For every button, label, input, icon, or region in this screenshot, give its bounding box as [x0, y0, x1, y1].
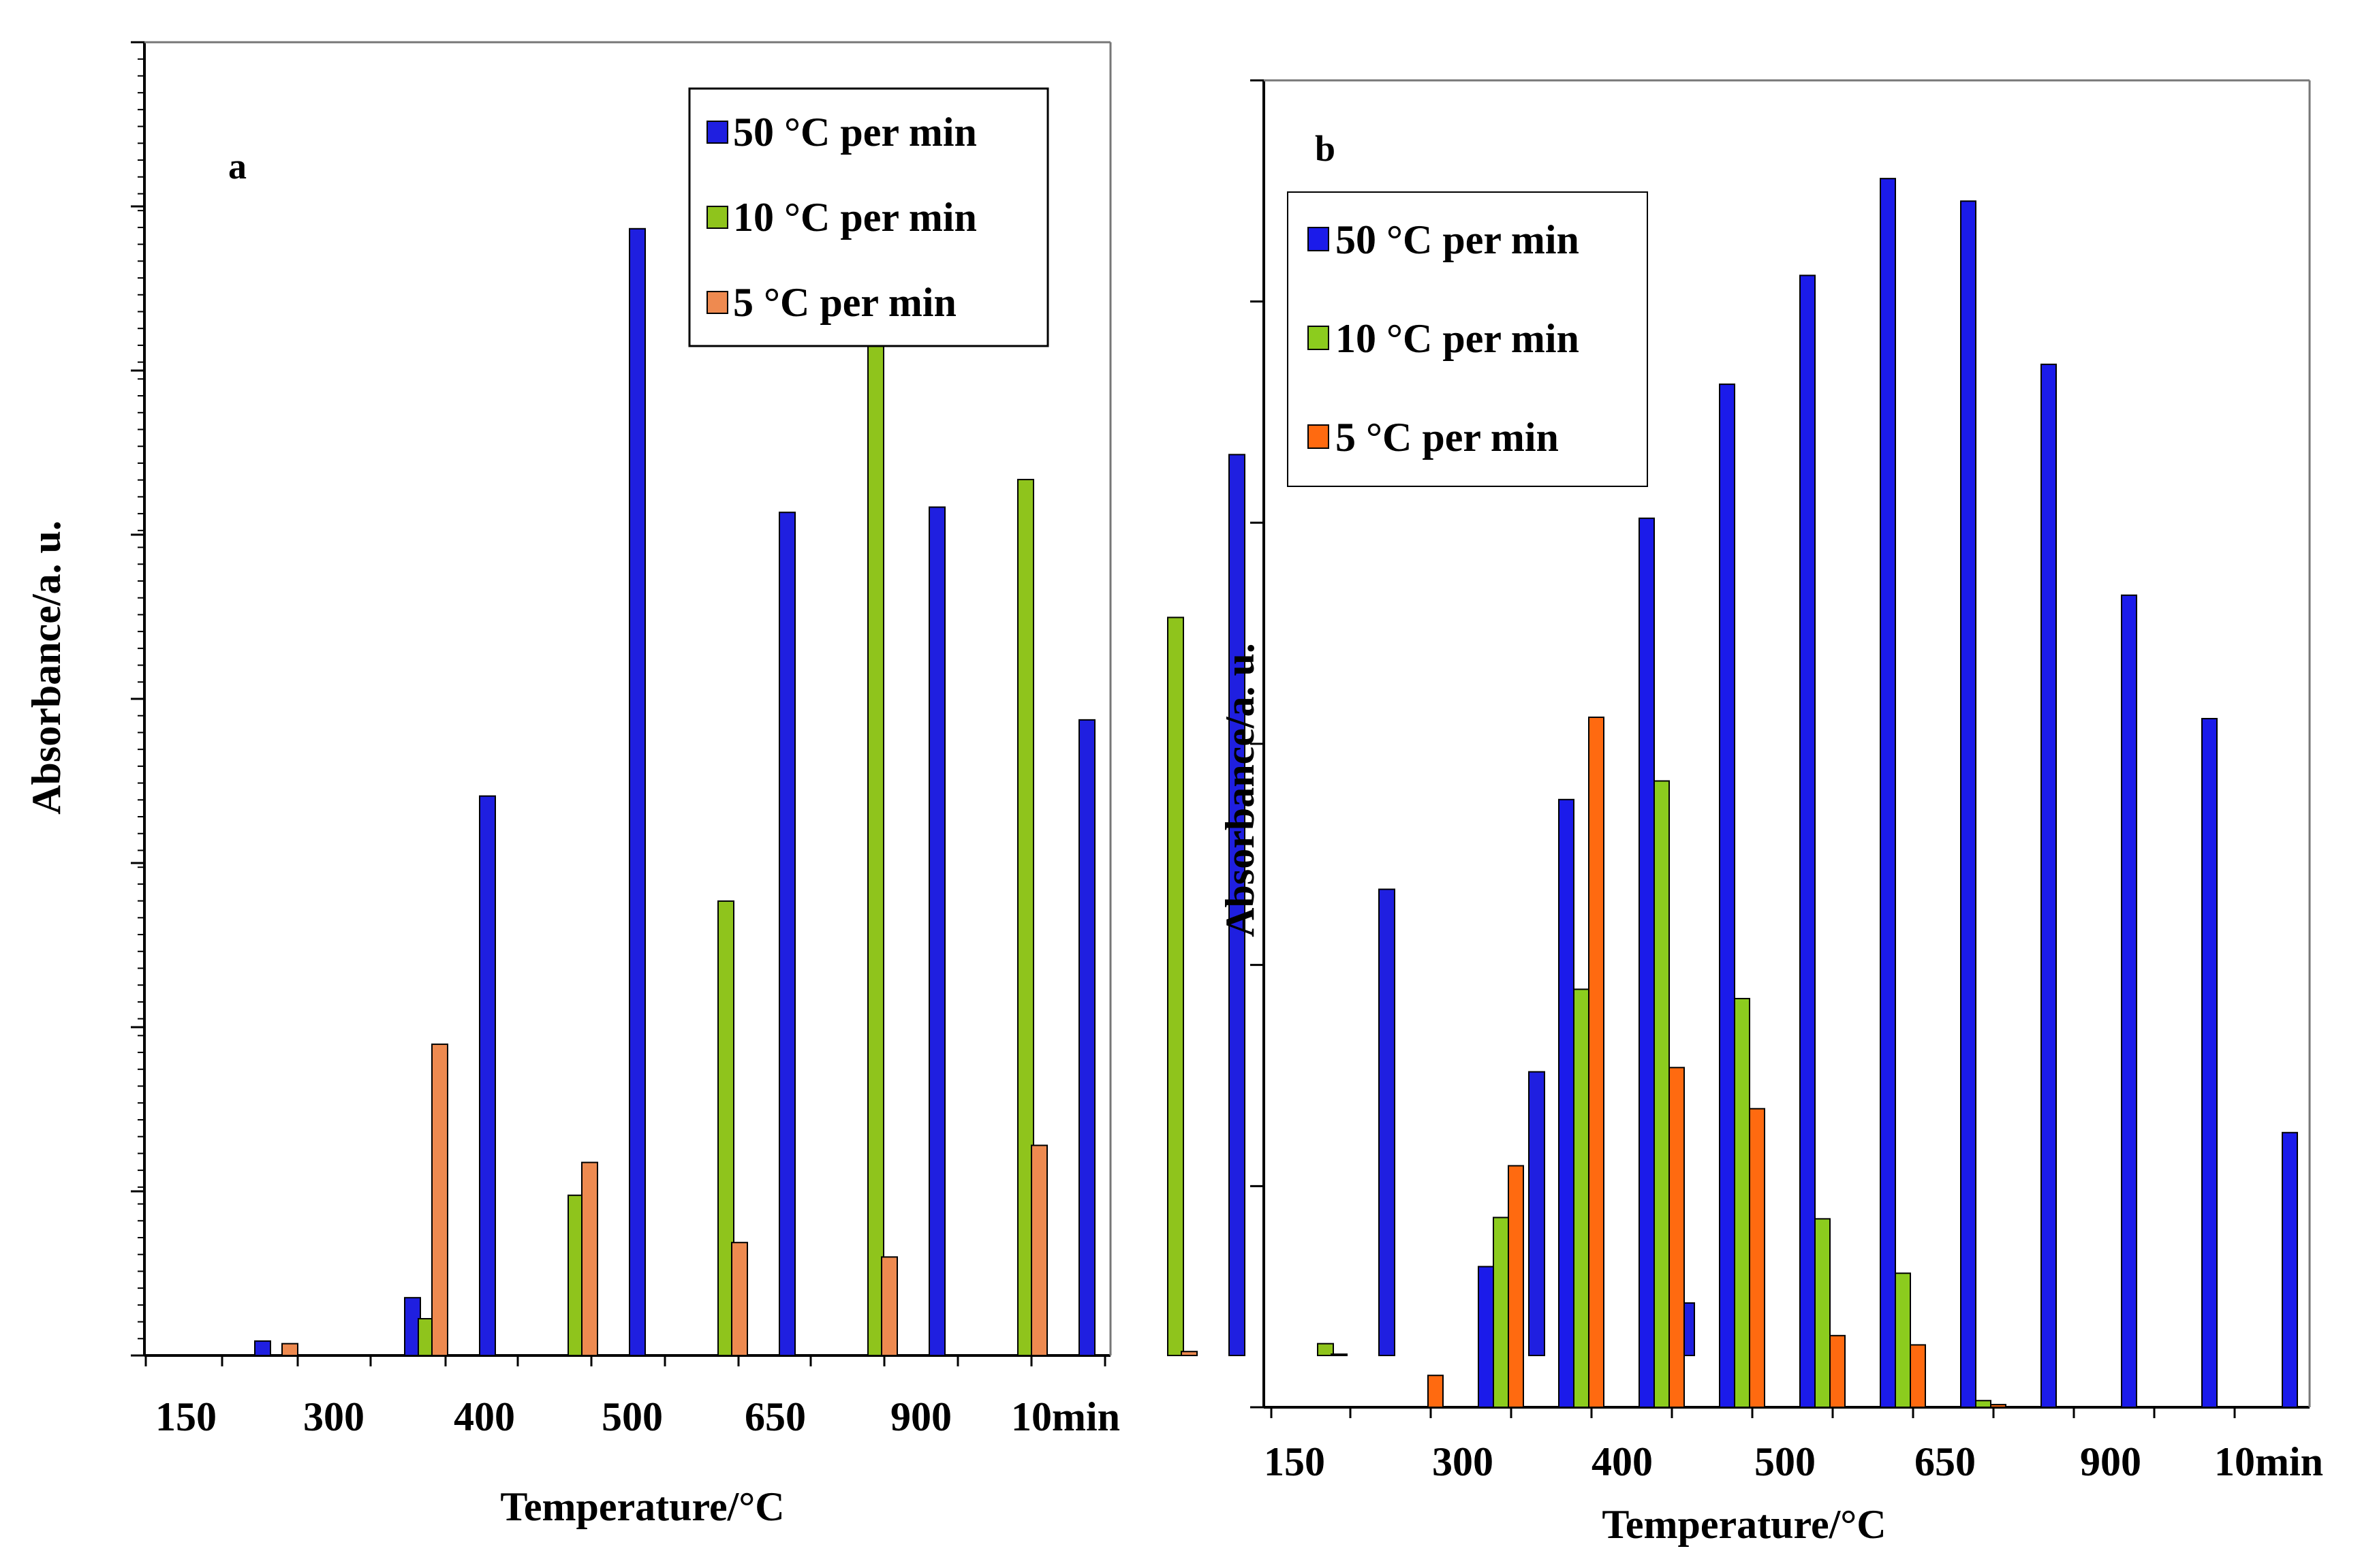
panel-b-bar-50-7 — [1880, 178, 1896, 1409]
panel-b-bar-5-4 — [1668, 1067, 1685, 1408]
panel-a-bar-5-11 — [1031, 1144, 1048, 1357]
panel-b-x-tick-label: 650 — [1914, 1439, 1976, 1484]
panel-a-legend-box — [688, 87, 1049, 347]
panel-b-bar-50-6 — [1799, 275, 1816, 1409]
panel-a-bar-50-8 — [779, 512, 796, 1356]
panel-b-bar-50-3 — [1558, 798, 1574, 1409]
panel-b-x-tick-label: 150 — [1264, 1439, 1325, 1484]
panel-a-x-tick-label: 400 — [454, 1394, 515, 1439]
panel-b-x-tick-label: 400 — [1592, 1439, 1653, 1484]
panel-b-bar-10-6 — [1814, 1218, 1831, 1409]
panel-a-bar-50-14 — [1228, 454, 1245, 1357]
panel-b-bar-10-4 — [1653, 780, 1670, 1408]
panel-b-x-tick-label: 900 — [2080, 1439, 2141, 1484]
panel-b-legend-label-10: 10 °C per min — [1335, 316, 1579, 361]
panel-b-chart: 150 300 400 500 650 900 10min b Temperature/°C… — [1217, 79, 2323, 1547]
panel-b-legend: 50 °C per min 10 °C per min 5 °C per min — [1287, 191, 1648, 487]
panel-b-bar-10-7 — [1895, 1272, 1911, 1408]
panel-a-x-tick-label: 900 — [890, 1394, 952, 1439]
panel-b-bar-50-9 — [2040, 363, 2057, 1409]
panel-a-bar-50-12 — [1078, 719, 1096, 1356]
panel-b-label: b — [1315, 128, 1335, 169]
panel-a-legend-label-5: 5 °C per min — [733, 280, 957, 325]
panel-a-bar-5-9 — [881, 1256, 898, 1357]
panel-b-bar-5-3 — [1588, 717, 1604, 1409]
panel-a-legend-swatch-5 — [707, 291, 728, 314]
panel-b-bar-50-8 — [1960, 200, 1976, 1409]
panel-a-x-tick-label: 150 — [155, 1394, 217, 1439]
panel-b-legend-swatch-50 — [1307, 227, 1329, 251]
panel-a-x-axis-title: Temperature/°C — [500, 1484, 784, 1529]
panel-b-bar-50-10 — [2121, 594, 2137, 1408]
panel-a-bar-10-13 — [1167, 616, 1184, 1356]
panel-b-bar-5-5 — [1749, 1108, 1765, 1408]
panel-b-legend-label-5: 5 °C per min — [1335, 415, 1559, 460]
panel-a-y-axis-title: Absorbance/a. u. — [24, 520, 69, 815]
panel-b-legend-box — [1287, 191, 1648, 487]
panel-a-bar-50-6 — [629, 228, 646, 1356]
panel-a-bar-50-16 — [1378, 888, 1395, 1357]
panel-b-bar-50-4 — [1639, 517, 1655, 1409]
panel-b-x-axis-title: Temperature/°C — [1602, 1502, 1886, 1547]
panel-b-legend-label-50: 50 °C per min — [1335, 217, 1579, 262]
panel-b-bar-5-2 — [1508, 1165, 1524, 1408]
panel-b-legend-swatch-10 — [1307, 326, 1329, 350]
panel-a-x-tick-label: 650 — [745, 1394, 806, 1439]
panel-b-bar-10-5 — [1734, 998, 1750, 1408]
panel-a-bar-10-15 — [1317, 1343, 1334, 1356]
panel-a-bar-10-7 — [717, 900, 734, 1356]
panel-a-legend-label-10: 10 °C per min — [733, 195, 977, 240]
panel-a-bar-50-18 — [1528, 1071, 1545, 1356]
panel-b-bar-50-2 — [1478, 1266, 1494, 1408]
panel-a-x-tick-label: 10min — [1011, 1394, 1120, 1439]
panel-b-legend-swatch-5 — [1307, 424, 1329, 449]
panel-a-bar-50-4 — [479, 795, 496, 1356]
panel-a-label: a — [228, 146, 247, 187]
panel-b-y-axis-title: Absorbance/a. u. — [1217, 643, 1262, 937]
panel-a-bar-5-13 — [1181, 1351, 1198, 1356]
panel-a-bar-5-15 — [1331, 1353, 1348, 1357]
panel-b-bar-10-8 — [1975, 1400, 1991, 1409]
panel-b-bar-50-12 — [2282, 1131, 2298, 1409]
panel-a-x-tick-label: 500 — [602, 1394, 663, 1439]
panel-a-legend-label-50: 50 °C per min — [733, 110, 977, 155]
panel-a-bar-50-1 — [254, 1340, 271, 1356]
panel-b-bar-50-11 — [2201, 717, 2218, 1409]
panel-a-legend-swatch-10 — [707, 206, 728, 229]
panel-b-x-tick-label: 500 — [1754, 1439, 1816, 1484]
panel-a-bar-50-10 — [929, 506, 946, 1357]
panel-a-x-tick-label: 300 — [303, 1394, 364, 1439]
panel-b-bar-10-2 — [1493, 1217, 1509, 1409]
panel-b-x-tick-label: 10min — [2214, 1439, 2323, 1484]
panel-a-bar-5-5 — [581, 1161, 598, 1356]
panel-b-bar-50-5 — [1719, 383, 1735, 1408]
panel-a-bar-10-11 — [1017, 479, 1034, 1356]
panel-a-bar-5-3 — [431, 1044, 448, 1356]
panel-b-bar-10-3 — [1573, 988, 1589, 1408]
panel-b-bar-5-1 — [1427, 1375, 1444, 1409]
panel-a-bar-5-1 — [281, 1343, 298, 1356]
panel-b-bar-5-8 — [1990, 1404, 2006, 1409]
panel-b-bar-5-7 — [1910, 1344, 1926, 1408]
panel-a-legend: 50 °C per min 10 °C per min 5 °C per min — [688, 87, 1049, 347]
panel-b-bar-5-6 — [1829, 1334, 1846, 1408]
panel-a-legend-swatch-50 — [707, 121, 728, 144]
panel-a-bar-5-7 — [731, 1242, 748, 1357]
panel-b-x-tick-label: 300 — [1432, 1439, 1493, 1484]
